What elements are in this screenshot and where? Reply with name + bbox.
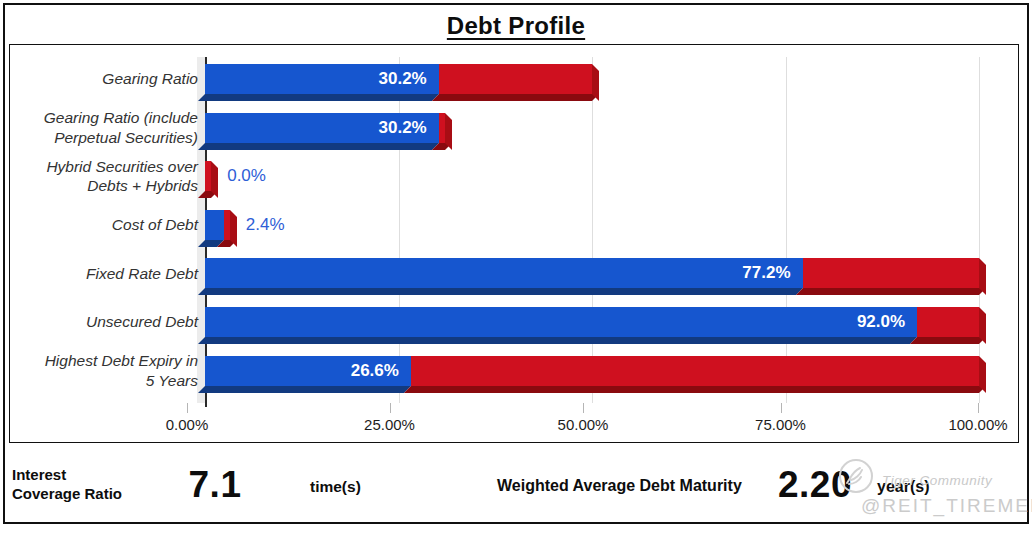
axis-tick-label-75: 75.00%	[736, 416, 826, 433]
axis-tick-label-100: 100.00%	[933, 416, 1019, 433]
bar-segment-remainder	[411, 356, 979, 393]
bar-row: 92.0%	[205, 307, 985, 344]
watermark-handle-text: @REIT_TIREMENT	[861, 495, 1032, 517]
category-label: Hybrid Securities overDebts + Hybrids	[16, 155, 198, 197]
axis-tick-25	[390, 403, 391, 413]
bar-row: 26.6%	[205, 356, 985, 393]
bar-segment-remainder	[917, 307, 979, 344]
category-label: Fixed Rate Debt	[16, 252, 198, 294]
category-label: Unsecured Debt	[16, 301, 198, 343]
bar-segment-remainder	[205, 161, 211, 198]
bar-value-label: 26.6%	[205, 356, 399, 386]
bar-segment-remainder	[439, 113, 445, 150]
bar-segment-value	[205, 210, 224, 247]
axis-tick-label-50: 50.00%	[538, 416, 628, 433]
bar-segment-remainder	[439, 64, 592, 101]
bar-row: 77.2%	[205, 258, 985, 295]
watermark-community-text: Tiger Community	[882, 473, 992, 488]
bar-value-label: 77.2%	[205, 258, 791, 288]
category-label: Highest Debt Expiry in5 Years	[16, 350, 198, 392]
category-label: Cost of Debt	[16, 204, 198, 246]
category-label: Gearing Ratio	[16, 58, 198, 100]
bar-value-label: 30.2%	[205, 64, 427, 94]
bar-row: 30.2%	[205, 64, 985, 101]
axis-tick-75	[781, 403, 782, 413]
interest-coverage-ratio-label: Interest Coverage Ratio	[12, 466, 122, 504]
bar-row: 2.4%	[205, 210, 985, 247]
bar-value-label: 0.0%	[227, 161, 266, 191]
chart-title: Debt Profile	[5, 12, 1027, 40]
axis-tick-label-0: 0.00%	[142, 416, 232, 433]
debt-profile-widget: Debt Profile 0.00% 25.00% 50.00% 75.00% 100.…	[3, 3, 1029, 524]
chart-plot-area: 0.00% 25.00% 50.00% 75.00% 100.00% Gearing Ra…	[9, 44, 1019, 443]
plot-side-wall	[197, 57, 205, 403]
interest-coverage-ratio-unit: time(s)	[310, 478, 361, 496]
bar-row: 30.2%	[205, 113, 985, 150]
bar-value-label: 30.2%	[205, 113, 427, 143]
category-label: Gearing Ratio (includePerpetual Securiti…	[16, 107, 198, 149]
axis-tick-label-25: 25.00%	[345, 416, 435, 433]
interest-coverage-ratio-value: 7.1	[155, 464, 275, 506]
bar-segment-remainder	[224, 210, 230, 247]
axis-tick-100	[978, 403, 979, 413]
tiger-community-logo-icon	[837, 457, 875, 499]
bar-segment-remainder	[803, 258, 979, 295]
axis-tick-50	[583, 403, 584, 413]
weighted-average-debt-maturity-label: Weighted Average Debt Maturity	[497, 477, 742, 495]
bar-row: 0.0%	[205, 161, 985, 198]
axis-tick-0	[187, 403, 188, 413]
bar-value-label: 92.0%	[205, 307, 905, 337]
bar-value-label: 2.4%	[246, 210, 285, 240]
